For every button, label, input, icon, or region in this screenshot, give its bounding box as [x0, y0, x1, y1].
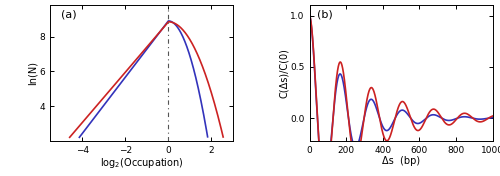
X-axis label: log$_2$(Occupation): log$_2$(Occupation)	[100, 156, 184, 170]
Text: (b): (b)	[317, 9, 332, 19]
X-axis label: Δs  (bp): Δs (bp)	[382, 156, 420, 166]
Text: (a): (a)	[61, 9, 76, 19]
Y-axis label: ln(N): ln(N)	[28, 61, 38, 85]
Y-axis label: C(Δs)/C(0): C(Δs)/C(0)	[279, 48, 289, 98]
